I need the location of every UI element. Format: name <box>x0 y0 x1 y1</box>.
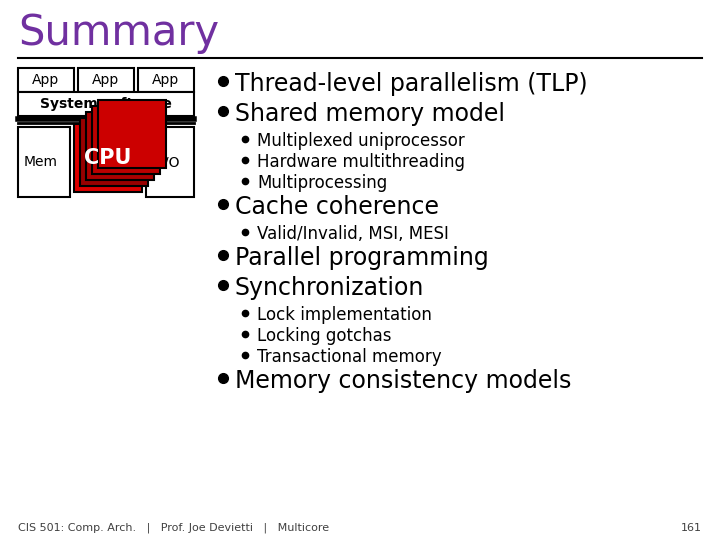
Text: Lock implementation: Lock implementation <box>257 306 432 324</box>
FancyBboxPatch shape <box>80 118 148 186</box>
Text: Transactional memory: Transactional memory <box>257 348 441 366</box>
Text: Shared memory model: Shared memory model <box>235 102 505 126</box>
Text: Summary: Summary <box>18 12 219 54</box>
Text: Locking gotchas: Locking gotchas <box>257 327 392 345</box>
FancyBboxPatch shape <box>18 68 74 92</box>
Text: Hardware multithreading: Hardware multithreading <box>257 153 465 171</box>
Text: CPU: CPU <box>84 148 132 168</box>
Text: Valid/Invalid, MSI, MESI: Valid/Invalid, MSI, MESI <box>257 225 449 243</box>
FancyBboxPatch shape <box>92 106 160 174</box>
Text: Cache coherence: Cache coherence <box>235 195 439 219</box>
FancyBboxPatch shape <box>98 100 166 168</box>
Text: I/O: I/O <box>161 155 180 169</box>
Text: Parallel programming: Parallel programming <box>235 246 489 270</box>
FancyBboxPatch shape <box>74 124 142 192</box>
Text: Memory consistency models: Memory consistency models <box>235 369 572 393</box>
Text: Thread-level parallelism (TLP): Thread-level parallelism (TLP) <box>235 72 588 96</box>
FancyBboxPatch shape <box>86 112 154 180</box>
Text: System software: System software <box>40 97 172 111</box>
FancyBboxPatch shape <box>78 68 134 92</box>
Text: 161: 161 <box>681 523 702 533</box>
FancyBboxPatch shape <box>146 127 194 197</box>
Text: App: App <box>32 73 60 87</box>
Text: Synchronization: Synchronization <box>235 276 424 300</box>
Text: CIS 501: Comp. Arch.   |   Prof. Joe Devietti   |   Multicore: CIS 501: Comp. Arch. | Prof. Joe Deviett… <box>18 523 329 534</box>
FancyBboxPatch shape <box>18 92 194 116</box>
Text: App: App <box>92 73 120 87</box>
Text: App: App <box>153 73 179 87</box>
Text: Mem: Mem <box>24 155 58 169</box>
FancyBboxPatch shape <box>138 68 194 92</box>
Text: Multiplexed uniprocessor: Multiplexed uniprocessor <box>257 132 464 150</box>
Text: Multiprocessing: Multiprocessing <box>257 174 387 192</box>
FancyBboxPatch shape <box>18 127 70 197</box>
